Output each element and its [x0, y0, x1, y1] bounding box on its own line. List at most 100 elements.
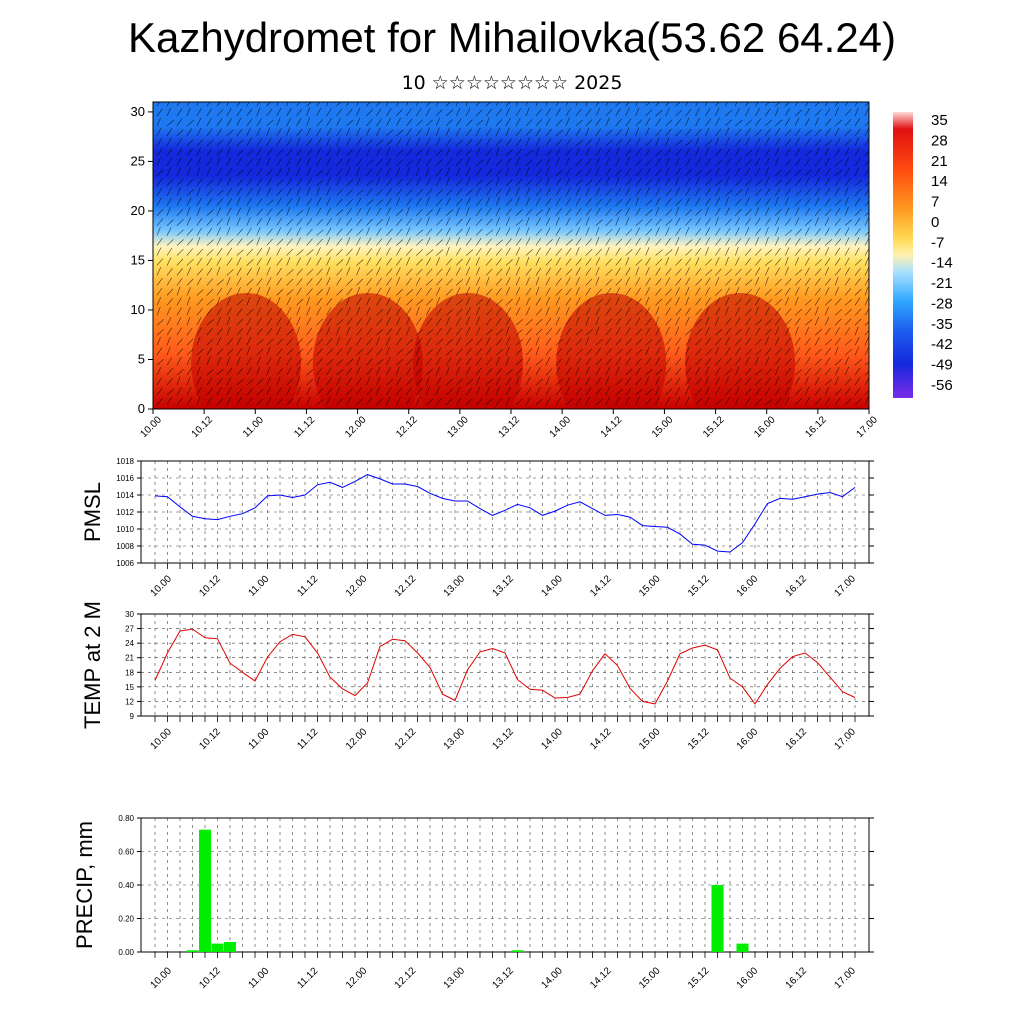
precip-xtick-label: 12.12 — [393, 965, 419, 991]
chart-title: Kazhydromet for Mihailovka(53.62 64.24) — [127, 14, 897, 61]
precip-xtick-label: 15.12 — [686, 965, 712, 991]
precip-xtick-label: 14.12 — [588, 965, 614, 991]
precip-panel: 0.00 0.20 0.40 0.60 0.80 10.00 10.12 11.00 11.12… — [72, 814, 874, 991]
heatmap-xtick-label: 16.12 — [803, 414, 829, 440]
heatmap-xtick-label: 13.12 — [496, 414, 522, 440]
temp-xtick-label: 13.12 — [490, 726, 516, 752]
colorbar-label: 0 — [931, 214, 939, 231]
heatmap-xtick-label: 15.00 — [650, 414, 676, 440]
heatmap-xtick-label: 12.00 — [343, 414, 369, 440]
heatmap-xtick-label: 14.00 — [548, 414, 574, 440]
heatmap-ytick-label: 30 — [131, 104, 145, 119]
pmsl-panel: 1006 1008 1010 1012 1014 1016 1018 10.00 10.12 11… — [80, 457, 874, 599]
precip-bar — [736, 943, 749, 952]
pmsl-xtick-label: 14.12 — [588, 573, 614, 599]
precip-xtick-label: 11.12 — [295, 965, 320, 990]
pmsl-ytick-label: 1018 — [116, 457, 134, 466]
pmsl-xtick-label: 11.00 — [246, 573, 271, 598]
precip-bar — [211, 943, 224, 952]
pmsl-xtick-label: 10.12 — [197, 573, 223, 599]
precip-bar — [511, 950, 524, 952]
pmsl-ytick-label: 1010 — [116, 525, 134, 534]
heatmap-xtick-label: 14.12 — [599, 414, 625, 440]
pmsl-ytick-label: 1016 — [116, 474, 134, 483]
precip-xtick-label: 15.00 — [637, 965, 663, 991]
pmsl-xtick-label: 16.00 — [735, 573, 761, 599]
chart-subtitle: 10 ☆☆☆☆☆☆☆☆ 2025 — [401, 72, 623, 94]
pmsl-xtick-label: 17.00 — [832, 573, 858, 599]
temp-ytick-label: 12 — [125, 697, 134, 706]
precip-bar — [711, 885, 724, 952]
colorbar-label: 28 — [931, 132, 948, 149]
pmsl-xtick-label: 12.00 — [344, 573, 370, 599]
heatmap-xtick-label: 10.12 — [190, 414, 216, 440]
pmsl-xtick-label: 12.12 — [393, 573, 419, 599]
colorbar-label: 21 — [931, 153, 948, 170]
temp-xtick-label: 16.12 — [784, 726, 810, 752]
precip-xtick-label: 13.00 — [442, 965, 468, 991]
colorbar — [893, 112, 913, 398]
temp-xtick-label: 17.00 — [832, 726, 858, 752]
temp-ytick-label: 21 — [125, 654, 134, 663]
precip-ytick-label: 0.80 — [118, 814, 134, 823]
precip-xtick-label: 16.12 — [784, 965, 810, 991]
pmsl-ytick-label: 1006 — [116, 559, 134, 568]
temp-xtick-label: 11.12 — [295, 726, 320, 751]
temp-ytick-label: 27 — [125, 625, 134, 634]
precip-ylabel: PRECIP, mm — [72, 821, 97, 949]
temp-ylabel: TEMP at 2 M — [80, 601, 105, 729]
warm-blob — [413, 292, 524, 409]
precip-bar — [199, 829, 211, 952]
temp-xtick-label: 12.00 — [344, 726, 370, 752]
temp-ytick-label: 30 — [125, 610, 134, 619]
colorbar-label: -42 — [931, 336, 953, 353]
precip-ytick-label: 0.20 — [118, 915, 134, 924]
precip-ytick-label: 0.60 — [118, 848, 134, 857]
precip-xtick-label: 11.00 — [246, 965, 271, 990]
heatmap-ytick-label: 10 — [131, 302, 145, 317]
heatmap-ytick-label: 20 — [131, 203, 145, 218]
colorbar-label: -14 — [931, 255, 953, 272]
colorbar-label: -35 — [931, 316, 953, 333]
temp-xtick-label: 14.00 — [539, 726, 565, 752]
temp-xtick-label: 11.00 — [246, 726, 271, 751]
heatmap-overlay — [191, 292, 796, 409]
precip-ytick-label: 0.00 — [118, 948, 134, 957]
colorbar-label: -49 — [931, 357, 953, 374]
temp-series-line — [154, 628, 856, 705]
temp-xtick-label: 14.12 — [588, 726, 614, 752]
temp-ytick-label: 18 — [125, 668, 134, 677]
temp-panel: 9 12 15 18 21 24 27 30 10.00 10.12 11.00 11.12 12.00… — [80, 601, 874, 752]
precip-xtick-label: 14.00 — [539, 965, 565, 991]
temp-xtick-label: 15.12 — [686, 726, 712, 752]
warm-blob — [685, 292, 796, 409]
pmsl-ytick-label: 1008 — [116, 542, 134, 551]
heatmap-ytick-label: 5 — [138, 351, 145, 366]
pmsl-xtick-label: 16.12 — [784, 573, 810, 599]
colorbar-label: -28 — [931, 295, 953, 312]
temp-ytick-label: 9 — [130, 712, 135, 721]
warm-blob — [556, 292, 667, 409]
precip-xtick-label: 16.00 — [735, 965, 761, 991]
pmsl-xtick-label: 13.12 — [490, 573, 516, 599]
pmsl-xtick-label: 13.00 — [442, 573, 468, 599]
heatmap-ytick-label: 25 — [131, 153, 145, 168]
temp-xtick-label: 10.12 — [197, 726, 223, 752]
precip-ytick-label: 0.40 — [118, 881, 134, 890]
heatmap-ytick-label: 0 — [138, 401, 145, 416]
temp-xtick-label: 12.12 — [393, 726, 419, 752]
pmsl-xtick-label: 15.00 — [637, 573, 663, 599]
pmsl-ytick-label: 1012 — [116, 508, 134, 517]
temp-xtick-label: 10.00 — [148, 726, 174, 752]
precip-xtick-label: 13.12 — [490, 965, 516, 991]
pmsl-xtick-label: 10.00 — [148, 573, 174, 599]
heatmap-xtick-label: 15.12 — [701, 414, 727, 440]
colorbar-label: -56 — [931, 377, 953, 394]
heatmap-xtick-label: 12.12 — [394, 414, 420, 440]
precip-bar — [224, 942, 236, 952]
heatmap-xtick-label: 17.00 — [854, 414, 880, 440]
pmsl-series-line — [154, 474, 856, 553]
precip-xtick-label: 10.00 — [148, 965, 174, 991]
precip-xtick-label: 12.00 — [344, 965, 370, 991]
